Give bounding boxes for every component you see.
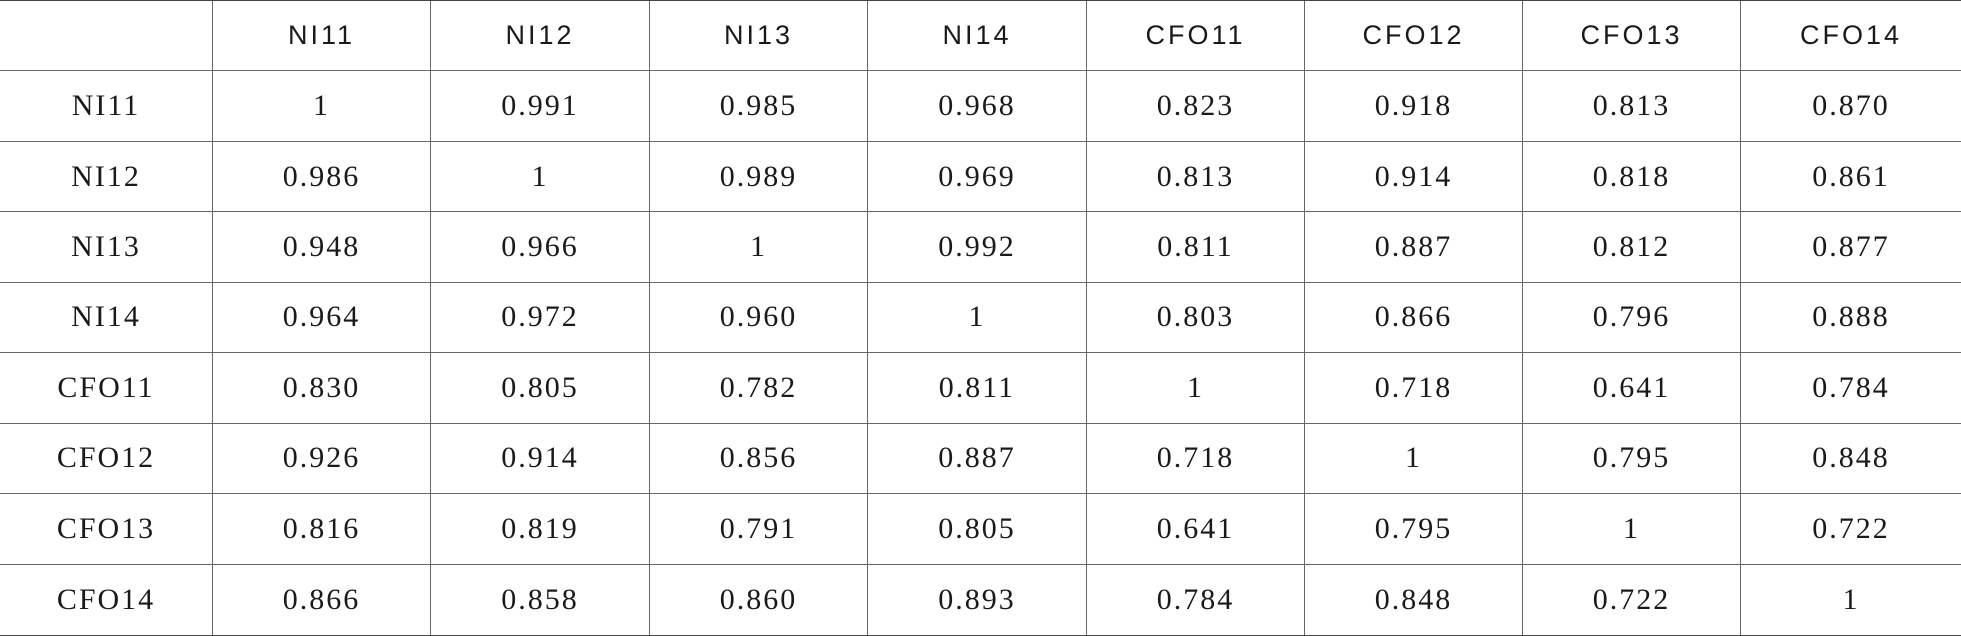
table-cell: 0.811 xyxy=(1087,212,1305,283)
table-cell: 0.803 xyxy=(1087,282,1305,354)
table-cell: 0.858 xyxy=(431,564,650,635)
row-header: CFO13 xyxy=(0,494,213,565)
table-cell: 0.966 xyxy=(431,212,650,283)
column-header: NI11 xyxy=(213,1,431,72)
table-cell: 0.812 xyxy=(1523,212,1741,283)
table-cell: 0.893 xyxy=(868,564,1087,635)
table-cell: 0.887 xyxy=(1305,212,1523,283)
table-cell: 0.641 xyxy=(1087,494,1305,565)
table-cell: 1 xyxy=(1305,423,1523,495)
table-cell: 0.805 xyxy=(868,494,1087,565)
table-cell: 0.914 xyxy=(431,423,650,495)
table-cell: 0.819 xyxy=(431,494,650,565)
row-header: CFO14 xyxy=(0,564,213,635)
column-header: CFO11 xyxy=(1087,1,1305,72)
table-cell: 0.805 xyxy=(431,353,650,424)
row-header: NI12 xyxy=(0,141,213,213)
table-cell: 0.791 xyxy=(650,494,868,565)
table-cell: 1 xyxy=(868,282,1087,354)
table-cell: 0.866 xyxy=(213,564,431,635)
corner-cell xyxy=(0,1,213,72)
table-cell: 0.914 xyxy=(1305,141,1523,213)
table-cell: 0.860 xyxy=(650,564,868,635)
table-cell: 0.784 xyxy=(1087,564,1305,635)
table-cell: 0.964 xyxy=(213,282,431,354)
table-cell: 0.926 xyxy=(213,423,431,495)
table-cell: 0.641 xyxy=(1523,353,1741,424)
table-cell: 1 xyxy=(213,71,431,142)
column-header: NI13 xyxy=(650,1,868,72)
table-cell: 0.718 xyxy=(1305,353,1523,424)
table-cell: 0.722 xyxy=(1523,564,1741,635)
row-header: CFO11 xyxy=(0,353,213,424)
table-cell: 0.848 xyxy=(1741,424,1961,495)
table-cell: 1 xyxy=(1523,494,1741,565)
table-cell: 0.856 xyxy=(650,423,868,495)
table-cell: 0.972 xyxy=(431,282,650,354)
table-cell: 0.722 xyxy=(1741,494,1961,565)
row-header: NI11 xyxy=(0,71,213,142)
table-cell: 0.795 xyxy=(1523,423,1741,495)
table-cell: 0.816 xyxy=(213,494,431,565)
table-cell: 0.813 xyxy=(1523,71,1741,142)
table-cell: 0.991 xyxy=(431,71,650,142)
table-cell: 0.866 xyxy=(1305,282,1523,354)
table-cell: 0.718 xyxy=(1087,423,1305,495)
column-header: NI14 xyxy=(868,1,1087,72)
table-cell: 0.960 xyxy=(650,282,868,354)
column-header: CFO12 xyxy=(1305,1,1523,72)
table-cell: 0.848 xyxy=(1305,564,1523,635)
table-cell: 0.992 xyxy=(868,212,1087,283)
table-cell: 0.986 xyxy=(213,141,431,213)
row-header: NI14 xyxy=(0,282,213,354)
table-cell: 0.782 xyxy=(650,353,868,424)
table-cell: 0.813 xyxy=(1087,141,1305,213)
table-cell: 0.784 xyxy=(1741,353,1961,424)
table-cell: 0.989 xyxy=(650,141,868,213)
table-cell: 0.969 xyxy=(868,141,1087,213)
column-header: CFO13 xyxy=(1523,1,1741,72)
column-header: CFO14 xyxy=(1741,1,1961,72)
table-cell: 0.795 xyxy=(1305,494,1523,565)
table-cell: 1 xyxy=(431,141,650,213)
table-cell: 1 xyxy=(650,212,868,283)
column-header: NI12 xyxy=(431,1,650,72)
row-header: NI13 xyxy=(0,212,213,283)
table-cell: 0.877 xyxy=(1741,212,1961,283)
table-cell: 0.888 xyxy=(1741,283,1961,354)
table-cell: 0.830 xyxy=(213,353,431,424)
table-cell: 0.870 xyxy=(1741,71,1961,142)
table-cell: 0.985 xyxy=(650,71,868,142)
table-cell: 0.818 xyxy=(1523,141,1741,213)
table-cell: 1 xyxy=(1087,353,1305,424)
table-cell: 0.861 xyxy=(1741,142,1961,213)
table-cell: 0.948 xyxy=(213,212,431,283)
table-cell: 0.811 xyxy=(868,353,1087,424)
table-cell: 0.796 xyxy=(1523,282,1741,354)
table-cell: 1 xyxy=(1842,582,1860,616)
table-cell: 0.887 xyxy=(868,423,1087,495)
table-cell: 0.823 xyxy=(1087,71,1305,142)
table-cell: 0.968 xyxy=(868,71,1087,142)
table-cell: 0.918 xyxy=(1305,71,1523,142)
row-header: CFO12 xyxy=(0,423,213,495)
